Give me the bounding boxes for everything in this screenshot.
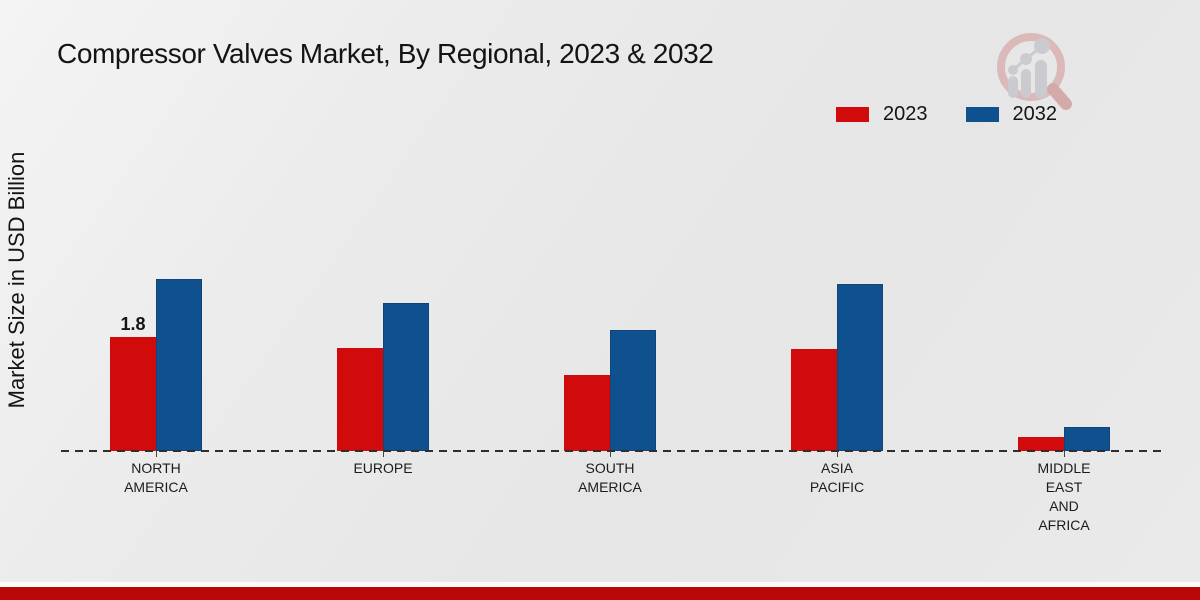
x-axis-tick [383,451,384,457]
x-axis-category-label-north-america: NORTH AMERICA [124,460,188,495]
bar-2023-middle-east-and-africa [1018,437,1064,451]
x-axis-category-label-middle-east-and-africa: MIDDLE EAST AND AFRICA [1037,460,1091,533]
legend-swatch-2023 [836,107,869,122]
legend-swatch-2032 [965,107,999,122]
legend-label-2032: 2032 [1012,103,1058,125]
x-axis-line [61,450,1161,452]
bar-2023-south-america [564,375,610,451]
bar-2032-europe [383,303,429,451]
x-axis-category-label-europe: EUROPE [353,460,413,476]
chart-title: Compressor Valves Market, By Regional, 2… [57,38,714,69]
bar-2032-asia-pacific [837,284,883,451]
y-axis-label: Market Size in USD Billion [4,151,29,409]
x-axis-tick [610,451,611,457]
bar-2032-north-america [156,279,202,451]
legend: 2023 2032 [836,103,1057,126]
bar-2023-north-america [110,337,156,451]
x-axis-tick [837,451,838,457]
x-axis-category-label-asia-pacific: ASIA PACIFIC [809,460,865,495]
bar-2032-middle-east-and-africa [1064,427,1110,451]
legend-item-2032: 2032 [965,103,1058,126]
bar-value-label: 1.8 [120,314,146,334]
legend-item-2023: 2023 [836,103,928,126]
legend-label-2023: 2023 [883,103,928,125]
footer-divider [0,582,1200,587]
magnifier-bar-chart-logo-icon [997,33,1072,110]
bar-2032-south-america [610,330,656,451]
footer-red-bar [0,587,1200,600]
x-axis-tick [1064,451,1065,457]
bar-2023-europe [337,348,383,451]
bar-2023-asia-pacific [791,349,837,451]
x-axis-tick [156,451,157,457]
x-axis-category-label-south-america: SOUTH AMERICA [578,460,642,495]
